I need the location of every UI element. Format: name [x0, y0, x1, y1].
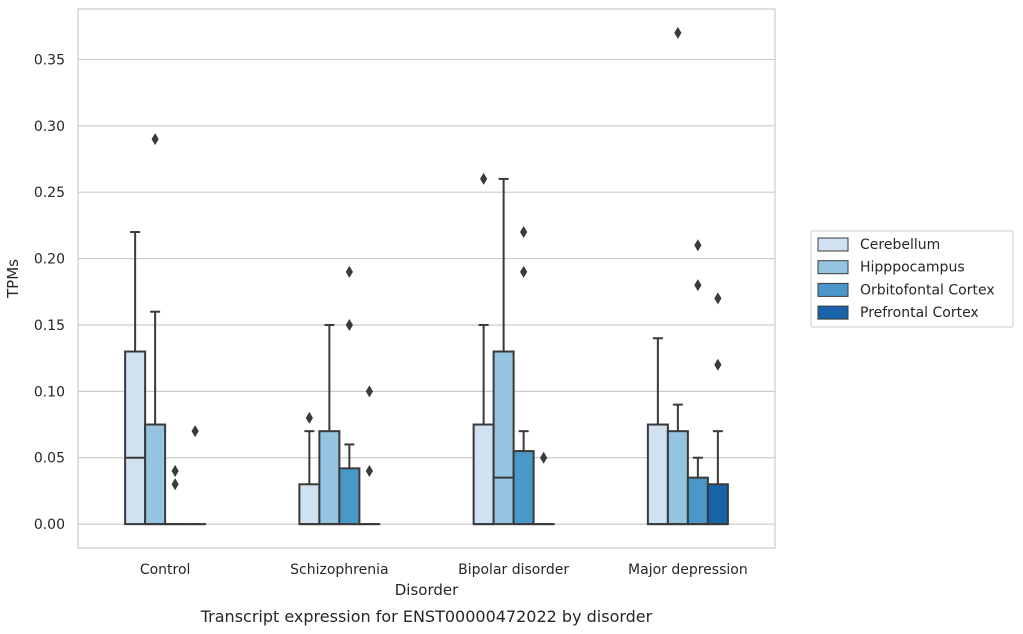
- outlier-marker: [714, 358, 722, 371]
- outlier-marker: [365, 465, 373, 477]
- box: [686, 476, 709, 526]
- outlier-marker: [520, 265, 528, 278]
- box: [472, 423, 495, 526]
- legend-label: Orbitofontal Cortex: [860, 282, 995, 298]
- y-tick-label: 0.35: [34, 52, 65, 68]
- x-tick-label: Bipolar disorder: [458, 562, 569, 578]
- legend-frame: [810, 230, 1014, 328]
- outlier-marker: [305, 411, 313, 424]
- legend-label: Cerebellum: [860, 237, 940, 253]
- y-axis-ticks: 0.00 0.05 0.10 0.15 0.20 0.25 0.30 0.35: [34, 52, 65, 533]
- y-axis-label: TPMs: [4, 259, 22, 299]
- x-tick-label: Control: [140, 562, 191, 578]
- outlier-marker: [151, 133, 159, 146]
- box: [318, 430, 341, 526]
- y-tick-label: 0.15: [34, 318, 65, 334]
- box-group: [472, 172, 555, 526]
- y-tick-label: 0.10: [34, 384, 65, 400]
- legend-swatch: [817, 305, 849, 320]
- outlier-marker: [540, 451, 548, 464]
- box: [338, 467, 361, 526]
- x-tick-label: Major depression: [628, 562, 748, 578]
- outlier-marker: [520, 226, 528, 239]
- x-axis-label: Disorder: [395, 581, 459, 599]
- box: [512, 450, 535, 526]
- outlier-marker: [674, 26, 682, 39]
- y-tick-label: 0.30: [34, 119, 65, 135]
- y-tick-label: 0.25: [34, 185, 65, 201]
- outlier-marker: [171, 465, 179, 477]
- legend-swatch: [817, 282, 849, 297]
- box-group: [124, 133, 207, 526]
- box: [144, 423, 167, 526]
- outlier-marker: [480, 172, 488, 185]
- box-groups: [124, 26, 729, 526]
- box: [666, 430, 689, 526]
- x-tick-label: Schizophrenia: [290, 562, 388, 578]
- box: [646, 423, 669, 526]
- outlier-marker: [714, 292, 722, 305]
- box: [492, 350, 515, 526]
- box-group: [646, 26, 729, 526]
- box-group: [298, 265, 381, 526]
- y-tick-label: 0.20: [34, 252, 65, 268]
- outlier-marker: [345, 318, 353, 331]
- box: [124, 350, 147, 526]
- legend-swatch: [817, 237, 849, 252]
- outlier-marker: [694, 279, 702, 292]
- legend-label: Hipppocampus: [860, 260, 965, 276]
- legend-label: Prefrontal Cortex: [860, 305, 979, 321]
- chart-caption: Transcript expression for ENST0000047202…: [200, 607, 653, 626]
- outlier-marker: [345, 265, 353, 278]
- box: [298, 483, 321, 526]
- y-tick-label: 0.05: [34, 451, 65, 467]
- box: [706, 483, 729, 526]
- outlier-marker: [365, 385, 373, 398]
- outlier-marker: [171, 478, 179, 491]
- x-axis-ticks: Control Schizophrenia Bipolar disorder Majo…: [140, 562, 748, 578]
- y-tick-label: 0.00: [34, 517, 65, 533]
- outlier-marker: [191, 425, 199, 438]
- legend: Cerebellum Hipppocampus Orbitofontal Corte…: [810, 230, 1014, 328]
- legend-swatch: [817, 260, 849, 275]
- outlier-marker: [694, 239, 702, 252]
